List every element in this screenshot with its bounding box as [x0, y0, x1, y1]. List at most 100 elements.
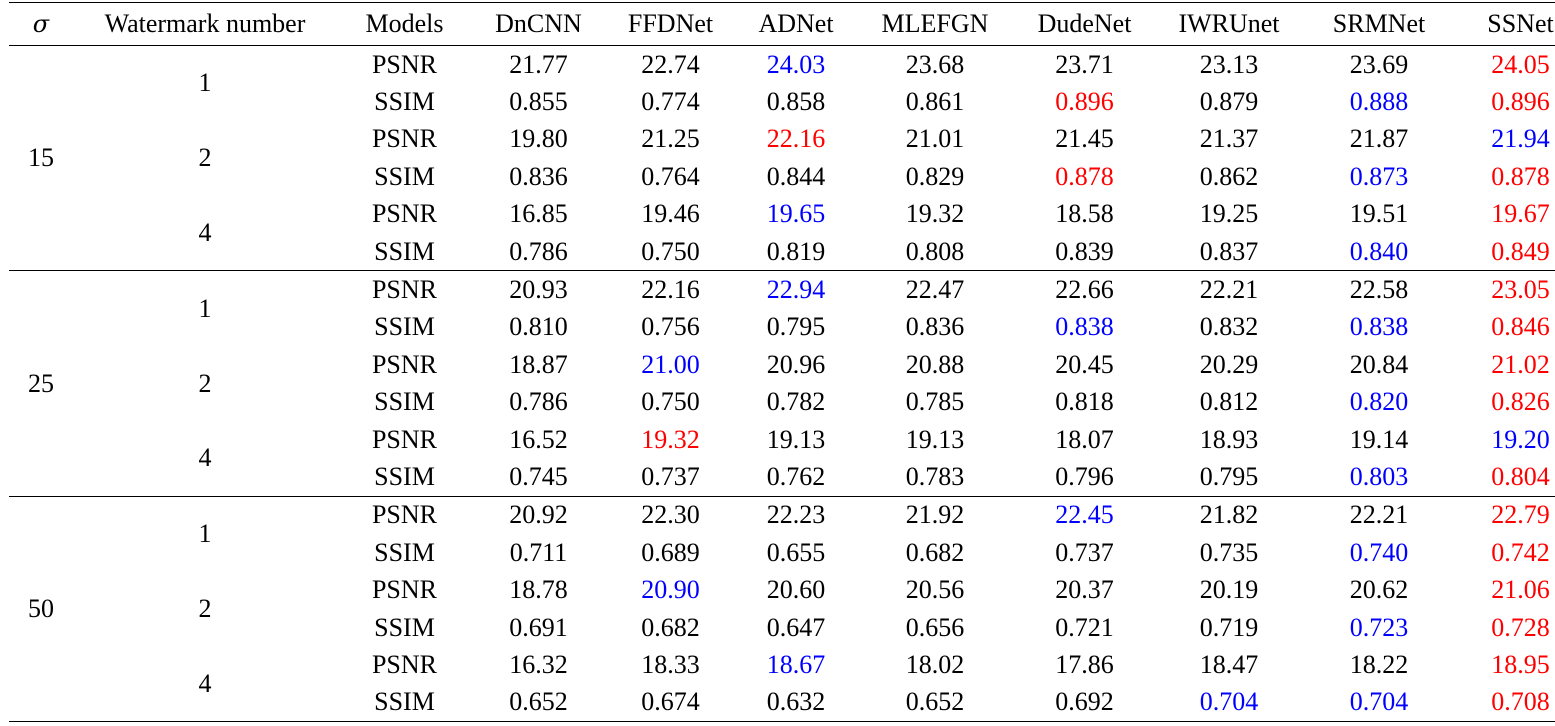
value-cell: 0.656: [905, 612, 965, 642]
value-cell: 0.740: [1349, 537, 1409, 567]
watermark-number-cell: 2: [198, 368, 212, 398]
watermark-number-cell: 1: [198, 68, 212, 98]
value-cell: 0.888: [1349, 87, 1409, 117]
results-table: σ Watermark number Models DnCNN FFDNet A…: [9, 2, 1555, 722]
value-cell: 22.58: [1349, 275, 1409, 305]
value-cell: 0.782: [766, 387, 826, 417]
header-iwrunet: IWRUnet: [1178, 9, 1280, 38]
value-cell: 0.735: [1199, 537, 1259, 567]
value-cell: 0.632: [766, 687, 826, 717]
table-row: SSIM 0.786 0.750 0.782 0.785 0.818 0.812 0.820 0…: [9, 384, 1555, 421]
value-cell: 23.13: [1199, 49, 1259, 79]
sigma-cell: 50: [28, 593, 54, 623]
metric-cell: PSNR: [371, 349, 438, 379]
table-row: 50 1 PSNR 20.92 22.30 22.23 21.92 22.45 21.82 22.…: [9, 496, 1555, 621]
value-cell: 0.692: [1055, 687, 1114, 717]
value-cell: 0.750: [641, 387, 700, 417]
metric-cell: PSNR: [371, 49, 438, 79]
value-cell: 0.855: [509, 87, 568, 117]
value-cell: 0.742: [1491, 537, 1550, 567]
header-ssnet: SSNet: [1487, 9, 1554, 38]
value-cell: 22.47: [905, 275, 965, 305]
value-cell: 0.804: [1491, 461, 1550, 491]
value-cell: 20.45: [1055, 349, 1114, 379]
value-cell: 19.20: [1491, 424, 1550, 454]
value-cell: 18.95: [1491, 649, 1550, 679]
value-cell: 21.00: [641, 349, 700, 379]
table-row: SSIM 0.691 0.682 0.647 0.656 0.721 0.719 0.723 0…: [9, 609, 1555, 646]
value-cell: 20.88: [905, 349, 965, 379]
value-cell: 0.691: [509, 612, 568, 642]
value-cell: 22.16: [641, 275, 700, 305]
value-cell: 0.762: [766, 461, 826, 491]
value-cell: 0.878: [1055, 161, 1114, 191]
value-cell: 0.756: [641, 312, 700, 342]
value-cell: 20.56: [905, 575, 965, 605]
value-cell: 0.689: [641, 537, 700, 567]
value-cell: 18.87: [509, 349, 568, 379]
table-row: 4 PSNR 16.85 19.46 19.65 19.32 18.58 19.25 19.51…: [9, 196, 1555, 246]
value-cell: 19.32: [905, 199, 965, 229]
metric-cell: SSIM: [374, 87, 435, 117]
value-cell: 0.826: [1491, 387, 1550, 417]
value-cell: 0.858: [766, 87, 826, 117]
value-cell: 16.52: [509, 424, 568, 454]
table-row: SSIM 0.786 0.750 0.819 0.808 0.839 0.837 0.840 0…: [9, 233, 1555, 271]
header-ffdnet: FFDNet: [627, 9, 714, 38]
metric-cell: SSIM: [374, 537, 435, 567]
watermark-number-cell: 4: [198, 668, 212, 698]
value-cell: 20.19: [1199, 575, 1259, 605]
metric-cell: SSIM: [374, 312, 435, 342]
table-body: 15 1 PSNR 21.77 22.74 24.03 23.68 23.71 23.13 23.…: [9, 46, 1555, 722]
value-cell: 0.832: [1199, 312, 1259, 342]
value-cell: 20.93: [509, 275, 568, 305]
value-cell: 20.90: [641, 575, 700, 605]
value-cell: 20.37: [1055, 575, 1114, 605]
value-cell: 18.93: [1199, 424, 1259, 454]
value-cell: 17.86: [1055, 649, 1114, 679]
value-cell: 0.840: [1349, 236, 1409, 266]
value-cell: 0.737: [1055, 537, 1114, 567]
value-cell: 24.03: [766, 49, 826, 79]
watermark-number-cell: 1: [198, 293, 212, 323]
table-row: 4 PSNR 16.32 18.33 18.67 18.02 17.86 18.47 18.22…: [9, 646, 1555, 696]
value-cell: 0.836: [905, 312, 965, 342]
value-cell: 23.71: [1055, 49, 1114, 79]
sigma-cell: 15: [28, 143, 54, 173]
value-cell: 18.33: [641, 649, 700, 679]
value-cell: 21.82: [1199, 500, 1259, 530]
value-cell: 21.87: [1349, 124, 1409, 154]
value-cell: 0.836: [509, 161, 568, 191]
value-cell: 18.02: [905, 649, 965, 679]
value-cell: 0.795: [1199, 461, 1259, 491]
value-cell: 21.92: [905, 500, 965, 530]
value-cell: 0.652: [509, 687, 568, 717]
metric-cell: PSNR: [371, 199, 438, 229]
value-cell: 24.05: [1491, 49, 1550, 79]
value-cell: 18.22: [1349, 649, 1409, 679]
value-cell: 0.711: [509, 537, 568, 567]
value-cell: 18.58: [1055, 199, 1114, 229]
value-cell: 0.879: [1199, 87, 1259, 117]
table-row: 25 1 PSNR 20.93 22.16 22.94 22.47 22.66 22.21 22.…: [9, 270, 1555, 396]
value-cell: 16.32: [509, 649, 568, 679]
metric-cell: SSIM: [374, 687, 435, 717]
value-cell: 0.795: [766, 312, 826, 342]
table-row: 4 PSNR 16.52 19.32 19.13 19.13 18.07 18.93 19.14…: [9, 421, 1555, 471]
value-cell: 0.728: [1491, 612, 1550, 642]
value-cell: 0.796: [1055, 461, 1114, 491]
value-cell: 23.69: [1349, 49, 1409, 79]
value-cell: 0.838: [1055, 312, 1114, 342]
metric-cell: PSNR: [371, 424, 438, 454]
value-cell: 0.674: [641, 687, 700, 717]
header-dncnn: DnCNN: [495, 9, 582, 38]
value-cell: 21.01: [905, 124, 965, 154]
value-cell: 0.810: [509, 312, 568, 342]
value-cell: 0.896: [1055, 87, 1114, 117]
value-cell: 23.05: [1491, 275, 1550, 305]
value-cell: 0.783: [905, 461, 965, 491]
value-cell: 21.06: [1491, 575, 1550, 605]
table-row: 15 1 PSNR 21.77 22.74 24.03 23.68 23.71 23.13 23.…: [9, 46, 1555, 170]
value-cell: 0.844: [766, 161, 826, 191]
